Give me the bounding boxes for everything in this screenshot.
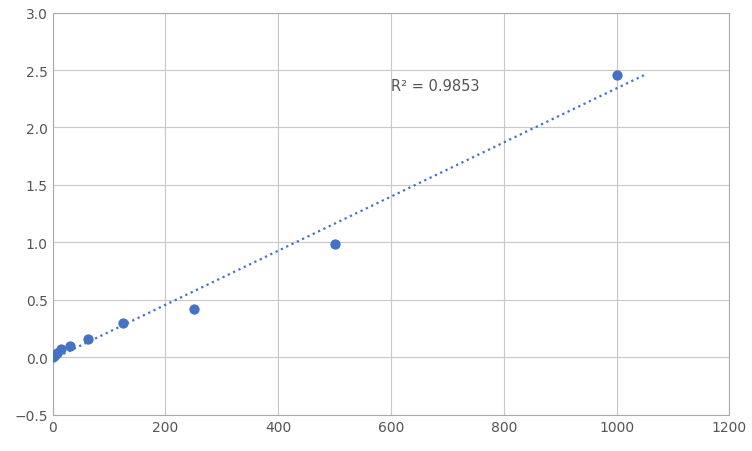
Point	[47, 354, 59, 361]
Point	[64, 342, 76, 350]
Point	[117, 320, 129, 327]
Point	[188, 306, 200, 313]
Point	[82, 336, 94, 343]
Point	[49, 352, 61, 359]
Point	[51, 350, 63, 357]
Text: R² = 0.9853: R² = 0.9853	[391, 78, 480, 93]
Point	[611, 72, 623, 79]
Point	[56, 346, 68, 353]
Point	[329, 240, 341, 248]
